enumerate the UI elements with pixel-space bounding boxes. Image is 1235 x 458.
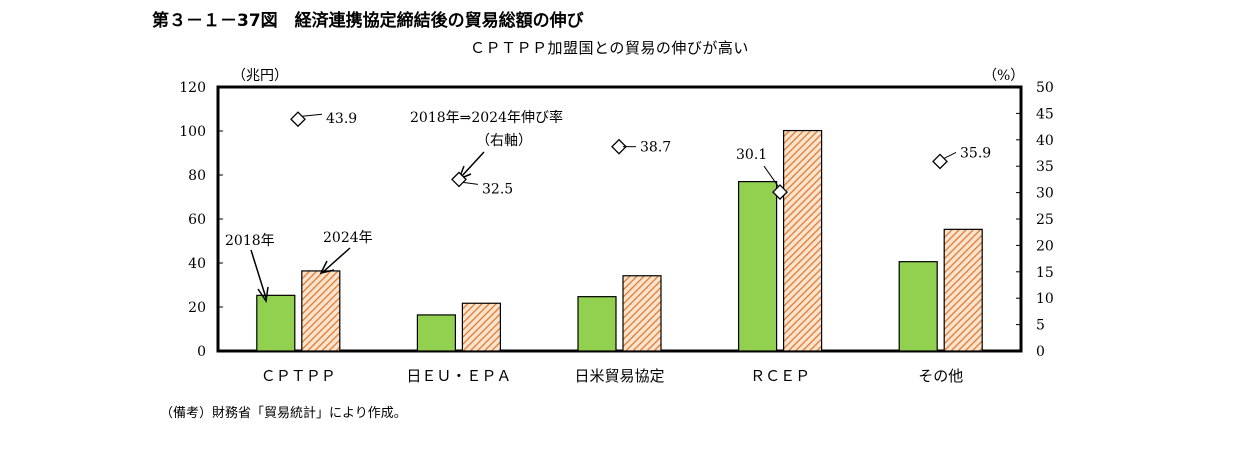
x-tick-label: 日米貿易協定: [574, 367, 664, 385]
x-axis-labels: ＣＰＴＰＰ 日ＥＵ・ＥＰＡ 日米貿易協定 ＲＣＥＰ その他: [261, 367, 963, 385]
right-tick-label: 40: [1036, 133, 1054, 149]
arrowhead-2018: [257, 286, 269, 304]
annotation-rate-line2: （右軸）: [476, 133, 532, 149]
right-tick-label: 45: [1036, 106, 1054, 122]
x-tick-label: ＣＰＴＰＰ: [261, 367, 336, 385]
growth-rate-label: 30.1: [736, 147, 767, 163]
left-tick-label: 80: [188, 168, 206, 184]
leader-line: [462, 181, 479, 185]
bar-2018: [577, 296, 617, 352]
bar-2018: [898, 261, 938, 352]
right-tick-label: 5: [1036, 318, 1045, 334]
x-tick-label: ＲＣＥＰ: [750, 367, 810, 385]
arrow-rate: [460, 151, 485, 178]
bar-2018: [416, 314, 456, 352]
annotation-rate-line1: 2018年⇒2024年伸び率: [410, 109, 563, 126]
annotation-2024: 2024年: [323, 230, 373, 246]
left-tick-label: 60: [188, 212, 206, 228]
left-axis-label: （兆円）: [232, 68, 288, 84]
right-tick-label: 50: [1036, 80, 1054, 96]
bar-2024: [461, 302, 501, 352]
growth-rate-label: 32.5: [482, 181, 513, 197]
right-axis: 0 5 10 15 20 25 30 35 40 45 50: [1016, 80, 1054, 360]
figure-subtitle: ＣＰＴＰＰ加盟国との貿易の伸びが高い: [470, 39, 749, 57]
bars-group: [256, 129, 983, 352]
right-tick-label: 35: [1036, 159, 1054, 175]
left-tick-label: 40: [188, 256, 206, 272]
left-tick-label: 20: [188, 300, 206, 316]
leader-line: [301, 113, 323, 117]
left-tick-label: 120: [179, 80, 206, 96]
growth-rate-marker: [611, 138, 627, 155]
growth-rate-marker: [290, 111, 306, 128]
growth-rate-label: 35.9: [960, 145, 991, 161]
right-tick-label: 15: [1036, 265, 1054, 281]
growth-rate-label: 38.7: [640, 140, 671, 156]
right-tick-label: 10: [1036, 291, 1054, 307]
right-tick-label: 20: [1036, 238, 1054, 254]
growth-rate-marker: [772, 184, 788, 200]
arrow-2024: [322, 247, 351, 273]
leader-line: [763, 165, 779, 187]
growth-rate-label: 43.9: [326, 111, 357, 127]
x-tick-label: その他: [918, 367, 963, 385]
right-axis-label: （%）: [983, 68, 1024, 84]
bar-2018: [737, 181, 778, 352]
source-note: （備考）財務省「貿易統計」により作成。: [160, 406, 407, 421]
annotations: 2018年 2024年 2018年⇒2024年伸び率 （右軸）: [225, 109, 563, 304]
leader-line: [943, 152, 957, 159]
right-tick-label: 30: [1036, 186, 1054, 202]
bar-2018: [256, 294, 296, 352]
right-tick-label: 25: [1036, 212, 1054, 228]
arrowhead-2024: [319, 260, 335, 275]
arrow-2018: [250, 249, 267, 299]
x-tick-label: 日ＥＵ・ＥＰＡ: [406, 367, 511, 385]
right-tick-label: 0: [1036, 344, 1045, 360]
left-tick-label: 0: [197, 344, 206, 360]
bar-2024: [943, 228, 983, 352]
growth-rate-marker: [932, 153, 948, 170]
bar-2024: [622, 275, 662, 352]
left-tick-label: 100: [179, 124, 206, 140]
growth-rate-markers: 43.9 32.5 38.7 30.1 35.9: [290, 111, 991, 200]
bar-2024: [782, 129, 823, 352]
bar-2024: [301, 270, 341, 352]
figure-title: 第３－１－37図 経済連携協定締結後の貿易総額の伸び: [152, 11, 584, 31]
growth-rate-marker: [451, 171, 467, 188]
annotation-2018: 2018年: [225, 233, 275, 249]
left-axis: 0 20 40 60 80 100 120: [179, 80, 223, 360]
